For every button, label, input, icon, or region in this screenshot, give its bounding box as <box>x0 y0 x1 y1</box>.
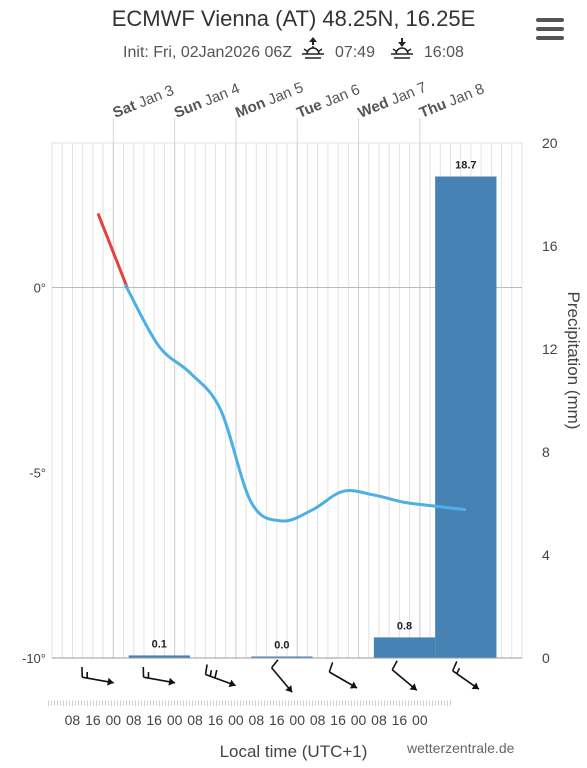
wind-barb-arrowhead <box>168 677 176 686</box>
wind-barb-feather <box>147 671 150 679</box>
wind-barb-feather <box>456 667 461 675</box>
chart-title: ECMWF Vienna (AT) 48.25N, 16.25E <box>111 6 476 31</box>
menu-icon[interactable] <box>536 18 564 42</box>
day-label: Wed Jan 7 <box>356 79 429 122</box>
precip-value-label: 0.0 <box>274 640 289 652</box>
precip-bar <box>128 655 190 658</box>
wind-barb-arrowhead <box>228 679 236 688</box>
precip-tick-label: 12 <box>542 341 558 357</box>
wind-barb-feather <box>142 667 145 678</box>
day-name: Mon <box>233 93 272 122</box>
wind-barb-feather <box>209 670 213 677</box>
precip-bar <box>373 637 436 658</box>
day-date: Jan 3 <box>136 82 176 112</box>
hour-tick-label: 08 <box>249 712 265 728</box>
precip-tick-label: 8 <box>542 444 550 460</box>
sunset-time: 16:08 <box>423 44 464 61</box>
hour-tick-label: 16 <box>392 712 408 728</box>
wind-barb-icon <box>328 662 358 689</box>
sunset-icon <box>391 38 414 59</box>
wind-barb-feather <box>81 667 84 678</box>
source-credit: wetterzentrale.de <box>407 740 515 756</box>
wind-barb-arrowhead <box>471 682 479 690</box>
temp-tick-label: 0° <box>34 280 46 295</box>
wind-barb-icon <box>142 667 176 686</box>
wind-barb-arrowhead <box>349 681 358 689</box>
hour-tick-label: 16 <box>269 712 285 728</box>
precip-value-label: 18.7 <box>455 159 476 171</box>
precip-tick-label: 4 <box>542 547 550 563</box>
hour-tick-label: 00 <box>167 712 183 728</box>
chart-subtitle: Init: Fri, 02Jan2026 06Z 07:49 16:08 <box>0 37 587 62</box>
hour-tick-label: 08 <box>187 712 203 728</box>
precip-axis-title: Precipitation (mm) <box>564 292 583 430</box>
day-date: Jan 8 <box>446 80 486 110</box>
wind-barb-feather <box>328 662 334 673</box>
precip-tick-label: 0 <box>542 650 550 666</box>
wind-barb-arrowhead <box>107 677 114 686</box>
wind-barb-icon <box>391 660 418 691</box>
temperature-line <box>124 284 466 523</box>
wind-barb-arrowhead <box>409 683 417 691</box>
precip-tick-label: 16 <box>542 238 558 254</box>
hour-tick-label: 00 <box>412 712 428 728</box>
wind-barb-icon <box>270 659 293 693</box>
temp-tick-label: -5° <box>29 466 46 481</box>
wind-barb-feather <box>451 661 458 672</box>
day-label: Mon Jan 5 <box>233 79 306 122</box>
hour-tick-label: 16 <box>330 712 346 728</box>
hour-tick-label: 08 <box>310 712 326 728</box>
day-label: Thu Jan 8 <box>417 80 487 121</box>
hour-tick-label: 00 <box>289 712 305 728</box>
wind-barb-feather <box>270 659 279 669</box>
hour-tick-label: 08 <box>126 712 142 728</box>
hour-tick-label: 00 <box>106 712 122 728</box>
hour-tick-label: 08 <box>371 712 387 728</box>
temperature-above-zero-line <box>96 212 129 289</box>
hour-tick-label: 16 <box>146 712 162 728</box>
hour-tick-label: 00 <box>228 712 244 728</box>
hour-tick-label: 16 <box>85 712 101 728</box>
hour-tick-label: 16 <box>208 712 224 728</box>
wind-barb-icon <box>451 661 480 690</box>
sunrise-time: 07:49 <box>334 44 375 61</box>
precip-bar <box>251 656 313 658</box>
sunrise-icon <box>302 37 325 59</box>
wind-barb-feather <box>391 660 398 671</box>
wind-barb-feather <box>214 669 218 679</box>
x-axis-title: Local time (UTC+1) <box>219 742 368 761</box>
wind-barb-arrowhead <box>285 685 293 693</box>
hour-tick-label: 08 <box>65 712 81 728</box>
wind-barb-icon <box>204 664 236 688</box>
wind-barb-feather <box>86 671 89 679</box>
day-label: Tue Jan 6 <box>294 81 362 122</box>
wind-barb-feather <box>204 664 208 675</box>
wind-barb-icon <box>81 667 114 686</box>
precip-value-label: 0.1 <box>152 638 167 650</box>
precip-bar <box>435 176 497 658</box>
init-time: Init: Fri, 02Jan2026 06Z <box>123 44 293 61</box>
hour-tick-label: 00 <box>351 712 367 728</box>
day-label: Sat Jan 3 <box>110 82 176 122</box>
temp-tick-label: -10° <box>22 651 46 666</box>
day-label: Sun Jan 4 <box>172 80 243 122</box>
precip-tick-label: 20 <box>542 135 558 151</box>
precip-value-label: 0.8 <box>397 620 412 632</box>
